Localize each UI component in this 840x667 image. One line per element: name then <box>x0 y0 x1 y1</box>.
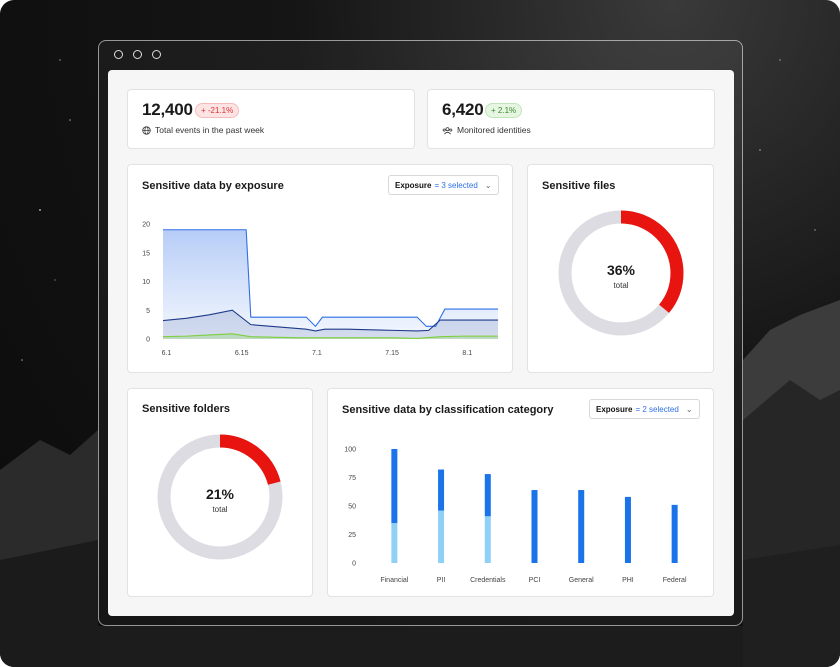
bar-segment <box>624 496 631 563</box>
category-label: PCI <box>529 577 541 584</box>
series-area <box>163 333 498 339</box>
stat-card-identities: 6,420 + 2.1% Monitored identities <box>427 89 715 149</box>
stat-label-row: Monitored identities <box>442 125 531 135</box>
filter-key: Exposure <box>596 404 633 414</box>
y-tick-label: 15 <box>142 250 150 257</box>
category-label: Financial <box>380 577 408 584</box>
filter-value: = 2 selected <box>635 404 679 414</box>
category-label: General <box>569 577 594 584</box>
y-tick-label: 5 <box>146 308 150 315</box>
card-title: Sensitive files <box>542 180 616 192</box>
category-label: Credentials <box>470 577 506 584</box>
stat-card-events: 12,400 + -21.1% Total events in the past… <box>127 89 415 149</box>
category-label: Federal <box>663 577 687 584</box>
y-tick-label: 50 <box>348 504 356 511</box>
exposure-chart-card: Sensitive data by exposure Exposure = 3 … <box>127 164 513 373</box>
card-title: Sensitive folders <box>142 403 231 415</box>
sensitive-folders-donut <box>157 434 283 560</box>
window-control-dot[interactable] <box>152 50 161 59</box>
sensitive-folders-card: Sensitive folders 21% total <box>127 388 313 597</box>
y-tick-label: 0 <box>352 561 356 568</box>
sensitive-files-donut <box>558 210 684 336</box>
category-label: PII <box>437 577 446 584</box>
window-control-dot[interactable] <box>133 50 142 59</box>
donut-segment <box>157 434 283 560</box>
filter-value: = 3 selected <box>434 180 478 190</box>
x-tick-label: 6.15 <box>235 350 249 357</box>
y-tick-label: 0 <box>146 337 150 344</box>
donut-sublabel: total <box>212 505 228 514</box>
bar-segment <box>484 516 491 563</box>
bar-segment <box>438 510 445 563</box>
stat-value: 6,420 <box>442 100 484 119</box>
filter-key: Exposure <box>395 180 432 190</box>
chevron-down-icon: ⌄ <box>484 180 492 190</box>
category-label: PHI <box>622 577 634 584</box>
bar-segment <box>531 490 538 563</box>
bar-segment <box>578 490 585 563</box>
y-tick-label: 10 <box>142 279 150 286</box>
bar-segment <box>671 504 678 563</box>
bar-segment <box>484 474 491 517</box>
exposure-filter-dropdown[interactable]: Exposure = 3 selected ⌄ <box>388 175 499 195</box>
donut-sublabel: total <box>613 281 629 290</box>
classification-bar-chart: 100 75 50 25 0 Financial PII Credentials PCI Gene… <box>344 447 687 585</box>
exposure-line-chart: 20 15 10 5 0 6.1 6.15 7.1 7.15 8.1 <box>142 222 498 357</box>
bar-segment <box>438 469 445 511</box>
donut-segment <box>558 210 684 336</box>
card-title: Sensitive data by exposure <box>142 180 284 192</box>
stat-label: Monitored identities <box>457 125 531 135</box>
bar-segment <box>391 523 398 563</box>
series-area <box>163 310 498 339</box>
stat-value: 12,400 <box>142 100 193 119</box>
donut-percent: 36% <box>606 262 636 278</box>
change-badge: + 2.1% <box>485 103 523 118</box>
chevron-down-icon: ⌄ <box>685 404 693 414</box>
card-title: Sensitive data by classification categor… <box>342 404 554 416</box>
sensitive-files-card: Sensitive files 36% total <box>527 164 714 373</box>
bar-segment <box>391 449 398 524</box>
x-tick-label: 6.1 <box>162 350 172 357</box>
y-tick-label: 75 <box>348 475 356 482</box>
x-tick-label: 7.15 <box>385 350 399 357</box>
classification-filter-dropdown[interactable]: Exposure = 2 selected ⌄ <box>589 399 700 419</box>
globe-icon <box>142 125 151 135</box>
series-line <box>162 309 498 332</box>
users-icon <box>442 126 453 134</box>
stat-label: Total events in the past week <box>155 125 265 135</box>
x-tick-label: 7.1 <box>312 350 322 357</box>
y-tick-label: 25 <box>348 532 356 539</box>
stat-label-row: Total events in the past week <box>142 125 264 135</box>
classification-chart-card: Sensitive data by classification categor… <box>327 388 714 597</box>
change-badge: + -21.1% <box>195 103 240 118</box>
y-tick-label: 20 <box>142 222 150 229</box>
series-line <box>162 333 498 339</box>
window-control-dot[interactable] <box>114 50 123 59</box>
y-tick-label: 100 <box>344 447 356 454</box>
x-tick-label: 8.1 <box>462 350 472 357</box>
series-area <box>163 229 498 339</box>
donut-percent: 21% <box>205 486 235 502</box>
